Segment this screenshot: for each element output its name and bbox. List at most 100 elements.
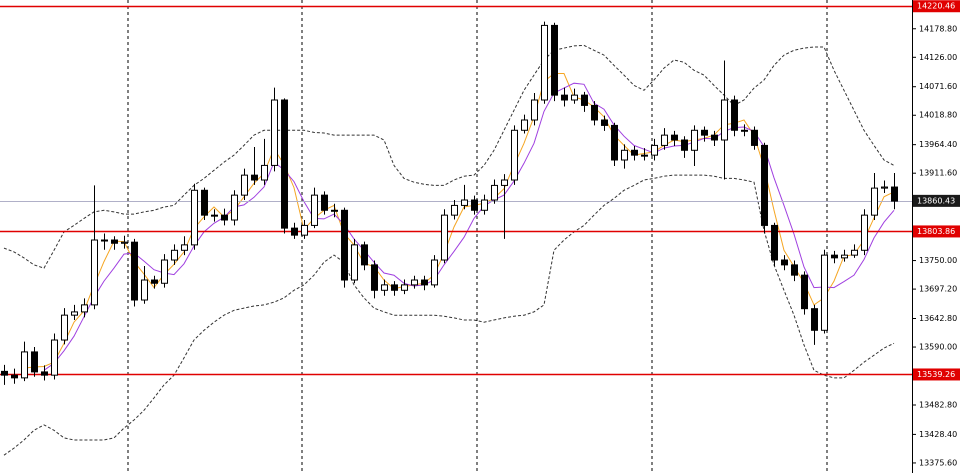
candle-body <box>61 314 68 341</box>
candle-body <box>891 186 898 202</box>
candle-body <box>91 239 98 306</box>
candle-body <box>461 199 468 206</box>
candle-body <box>111 239 118 244</box>
candle-body <box>41 371 48 376</box>
candle-body <box>291 227 298 236</box>
candle-body <box>441 214 448 261</box>
candle-body <box>861 214 868 251</box>
candle-body <box>71 311 78 316</box>
indicator-line <box>3 44 895 269</box>
candle-body <box>301 224 308 236</box>
candle-body <box>1 370 8 376</box>
candle-body <box>81 304 88 313</box>
level-label: 13860.43 <box>917 196 955 205</box>
candle-body <box>581 94 588 106</box>
candle-body <box>591 104 598 121</box>
candle-body <box>811 308 818 331</box>
y-tick-label: 13697.20 <box>919 285 957 294</box>
candle-body <box>11 374 18 379</box>
candle-body <box>701 129 708 136</box>
level-label-box <box>913 194 960 207</box>
candle-body <box>851 249 858 256</box>
candle-body <box>601 119 608 126</box>
candle-body <box>471 199 478 211</box>
candle-body <box>361 244 368 266</box>
candle-body <box>841 254 848 259</box>
candle-body <box>381 284 388 291</box>
candle-body <box>161 259 168 284</box>
candle-body <box>171 249 178 261</box>
candle-body <box>191 189 198 246</box>
candle-body <box>281 99 288 229</box>
candle-body <box>621 149 628 161</box>
level-label: 14220.46 <box>917 2 955 11</box>
candle-body <box>101 239 108 242</box>
candle-body <box>611 124 618 161</box>
candle-body <box>871 187 878 216</box>
candle-body <box>761 144 768 226</box>
candle-body <box>491 184 498 201</box>
candle-body <box>391 284 398 291</box>
candle-body <box>511 129 518 181</box>
indicator-line <box>3 174 895 456</box>
candle-body <box>741 129 748 132</box>
candle-body <box>881 186 888 189</box>
time-grid <box>127 0 828 473</box>
candle-body <box>541 24 548 101</box>
candle-body <box>791 264 798 276</box>
candle-body <box>151 279 158 284</box>
candle-body <box>141 279 148 301</box>
candle-body <box>201 189 208 216</box>
candle-body <box>321 194 328 211</box>
candle-body <box>21 351 28 379</box>
candle-body <box>751 129 758 146</box>
candle-body <box>261 164 268 181</box>
y-tick-label: 13964.40 <box>919 140 957 149</box>
candle-body <box>51 339 58 376</box>
candle-body <box>271 99 278 166</box>
y-tick-label: 13482.80 <box>919 400 957 409</box>
candle-body <box>551 24 558 96</box>
candle-body <box>371 264 378 291</box>
candle-body <box>421 279 428 286</box>
candle-body <box>121 241 128 244</box>
y-tick-label: 14178.80 <box>919 24 957 33</box>
candle-body <box>351 244 358 281</box>
candle-body <box>241 174 248 196</box>
candle-body <box>401 284 408 291</box>
candle-body <box>661 134 668 146</box>
candle-body <box>831 254 838 259</box>
candle-body <box>451 204 458 216</box>
candle-body <box>211 214 218 217</box>
candle-body <box>781 259 788 266</box>
level-label-box <box>913 368 960 381</box>
candle-body <box>311 194 318 226</box>
y-tick-label: 13590.00 <box>919 343 957 352</box>
y-tick-label: 14126.00 <box>919 53 957 62</box>
candle-body <box>821 254 828 331</box>
candle-body <box>671 134 678 141</box>
candle-body <box>691 129 698 151</box>
candle-body <box>231 194 238 221</box>
level-label: 13539.26 <box>917 370 955 379</box>
candle-body <box>801 274 808 310</box>
level-label-box <box>913 225 960 238</box>
candle-body <box>521 119 528 131</box>
y-tick-label: 14071.60 <box>919 82 957 91</box>
indicator-line <box>23 73 895 369</box>
level-label: 13803.86 <box>917 227 955 236</box>
level-label-box <box>913 0 960 13</box>
y-tick-label: 13750.00 <box>919 256 957 265</box>
candle-body <box>561 94 568 101</box>
candle-body <box>411 279 418 286</box>
candle-body <box>571 94 578 101</box>
candle-body <box>771 224 778 261</box>
candle-body <box>721 99 728 141</box>
candle-body <box>711 134 718 141</box>
candle-body <box>331 209 338 212</box>
candle-body <box>731 99 738 131</box>
candle-body <box>31 351 38 373</box>
candle-body <box>431 259 438 286</box>
